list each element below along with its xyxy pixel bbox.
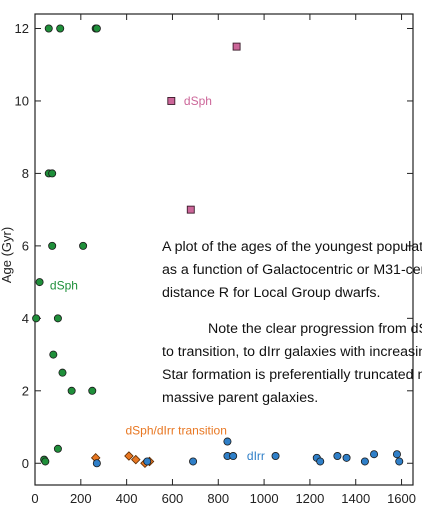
x-tick-label-3: 600 [162,491,184,506]
x-tick-label-2: 400 [116,491,138,506]
caption-line-4: to transition, to dIrr galaxies with inc… [162,344,422,360]
point-s2-1 [124,451,134,461]
caption-line-2: distance R for Local Group dwarfs. [162,285,380,301]
caption-line-6: massive parent galaxies. [162,390,318,406]
annotations: dSph dSph dSph/dIrr transition dIrr [50,94,265,463]
annotation-2: dSph/dIrr transition [125,424,226,438]
y-tick-label-3: 6 [22,238,29,253]
point-s3-11 [360,457,369,466]
point-s0-9 [35,278,44,287]
y-tick-label-0: 0 [22,456,29,471]
y-tick-label-6: 12 [15,21,29,36]
point-s3-13 [392,450,401,459]
point-s0-5 [49,350,58,359]
y-tick-label-5: 10 [15,93,29,108]
point-s0-2 [53,444,62,453]
point-s3-14 [395,457,404,466]
plot-frame [34,13,414,486]
point-s1-1 [186,205,195,214]
point-s2-2 [131,454,141,465]
point-s0-4 [53,314,62,323]
y-tick-label-1: 2 [22,383,29,398]
y-tick-label-2: 4 [22,311,29,326]
point-s0-13 [48,169,57,178]
x-tick-label-1: 200 [70,491,92,506]
x-tick-label-5: 1000 [250,491,279,506]
point-s1-0 [167,97,176,105]
x-tick-label-4: 800 [207,491,229,506]
y-tick-label-4: 8 [22,166,29,181]
y-axis-label: Age (Gyr) [0,227,14,283]
point-s0-10 [48,241,57,250]
annotation-1: dSph [50,279,78,293]
point-s0-7 [67,386,76,395]
caption-line-0: A plot of the ages of the youngest popul… [162,239,422,255]
point-s3-3 [223,437,232,446]
x-tick-label-8: 1600 [387,491,416,506]
caption-note: A plot of the ages of the youngest popul… [162,239,422,406]
point-s0-15 [56,24,65,33]
point-s0-17 [92,24,101,33]
annotation-0: dSph [184,94,212,108]
point-s3-9 [333,452,342,461]
x-tick-label-0: 0 [31,491,38,506]
point-s0-3 [32,314,41,323]
point-s3-6 [271,452,280,461]
x-tick-label-6: 1200 [295,491,324,506]
point-s3-8 [316,457,325,466]
x-tick-label-7: 1400 [341,491,370,506]
caption-line-5: Star formation is preferentially truncat… [162,367,422,383]
point-s1-2 [232,42,241,51]
point-s3-12 [370,450,379,459]
point-s0-11 [79,241,88,250]
point-s0-8 [88,386,97,395]
caption-line-3: Note the clear progression from dSph, [208,321,422,337]
point-s0-14 [44,24,53,33]
point-s3-2 [189,457,198,466]
annotation-3: dIrr [247,449,265,463]
point-s0-6 [58,368,67,377]
point-s0-1 [41,457,50,466]
ticks: 0 200 400 600 800 1000 1200 1400 1600 0 2 4 6 8 10 12 [15,14,416,506]
point-s3-0 [92,459,101,468]
axes [34,13,414,486]
point-s3-5 [229,452,238,461]
point-s3-10 [342,453,351,462]
caption-line-1: as a function of Galactocentric or M31-c… [162,262,422,278]
data-marks [32,24,404,469]
point-s3-1 [143,457,152,466]
